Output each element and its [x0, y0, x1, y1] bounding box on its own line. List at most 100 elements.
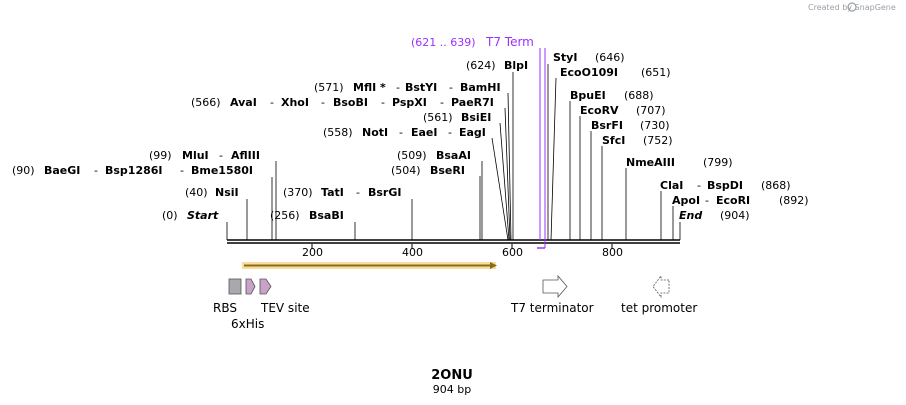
site-name: Bme1580I — [191, 164, 253, 177]
svg-text:-: - — [381, 96, 385, 109]
svg-text:-: - — [94, 164, 98, 177]
site-name: BpuEI — [570, 89, 606, 102]
site-name: SfcI — [602, 134, 625, 147]
feature-label: 6xHis — [231, 317, 264, 331]
site-name: BamHI — [460, 81, 501, 94]
svg-text:-: - — [396, 81, 400, 94]
dna-backbone — [227, 239, 680, 244]
site-name: BsoBI — [333, 96, 368, 109]
site-name: PspXI — [392, 96, 427, 109]
svg-text:-: - — [356, 186, 360, 199]
site-pos: (558) — [323, 126, 353, 139]
plasmid-length: 904 bp — [433, 383, 471, 396]
svg-text:-: - — [705, 194, 709, 207]
site-pos: (256) — [270, 209, 300, 222]
t7-term-marker — [537, 48, 546, 249]
site-name: BsiEI — [461, 111, 491, 124]
site-name: BspDI — [707, 179, 743, 192]
site-name: EcoRV — [580, 104, 619, 117]
t7-terminator-feature[interactable] — [542, 274, 568, 299]
site-pos: (509) — [397, 149, 427, 162]
svg-text:-: - — [180, 164, 184, 177]
svg-text:-: - — [448, 126, 452, 139]
svg-text:-: - — [440, 96, 444, 109]
site-name: EaeI — [411, 126, 438, 139]
site-pos: (688) — [624, 89, 654, 102]
site-name: NotI — [362, 126, 388, 139]
site-pos: (566) — [191, 96, 221, 109]
plasmid-name: 2ONU — [431, 368, 473, 383]
feature-label: TEV site — [260, 301, 310, 315]
site-name: PaeR7I — [451, 96, 494, 109]
site-pos: (624) — [466, 59, 496, 72]
site-pos: (799) — [703, 156, 733, 169]
rbs-feature[interactable] — [228, 278, 242, 295]
svg-text:-: - — [219, 149, 223, 162]
site-name: BsrFI — [591, 119, 623, 132]
feature-label: RBS — [213, 301, 237, 315]
site-pos: (561) — [423, 111, 453, 124]
site-pos: (892) — [779, 194, 809, 207]
site-name: ClaI — [660, 179, 683, 192]
site-name: StyI — [553, 51, 577, 64]
site-pos: (707) — [636, 104, 666, 117]
site-name: EcoO109I — [560, 66, 618, 79]
site-name: AvaI — [230, 96, 257, 109]
tet-promoter-feature[interactable] — [652, 274, 670, 299]
site-pos: (0) — [162, 209, 178, 222]
t7-term-name: T7 Term — [485, 35, 534, 49]
feature-label: T7 terminator — [510, 301, 594, 315]
site-name: ApoI — [672, 194, 700, 207]
site-name: TatI — [321, 186, 344, 199]
site-name: End — [679, 209, 702, 222]
svg-text:-: - — [697, 179, 701, 192]
scale-tick: 600 — [502, 246, 523, 259]
svg-text:-: - — [270, 96, 274, 109]
site-name: EagI — [459, 126, 486, 139]
site-name: BlpI — [504, 59, 528, 72]
site-pos: (646) — [595, 51, 625, 64]
site-pos: (752) — [643, 134, 673, 147]
site-name: MflI * — [353, 81, 386, 94]
feature-label: tet promoter — [621, 301, 697, 315]
site-name: EcoRI — [716, 194, 750, 207]
site-name: BsaAI — [436, 149, 471, 162]
site-name: BseRI — [430, 164, 465, 177]
scale-ruler: 200 400 600 800 — [302, 244, 623, 259]
site-pos: (40) — [185, 186, 208, 199]
scale-tick: 400 — [402, 246, 423, 259]
his-tag-feature[interactable] — [245, 278, 256, 295]
scale-tick: 800 — [602, 246, 623, 259]
site-pos: (571) — [314, 81, 344, 94]
site-pos: (730) — [640, 119, 670, 132]
site-name: XhoI — [281, 96, 309, 109]
site-name: BaeGI — [44, 164, 80, 177]
site-name: Bsp1286I — [105, 164, 163, 177]
site-pos: (90) — [12, 164, 35, 177]
snapgene-credit: Created by SnapGene — [808, 3, 896, 12]
site-pos: (651) — [641, 66, 671, 79]
t7-term-range: (621 .. 639) — [411, 36, 476, 49]
site-name: NmeAIII — [626, 156, 675, 169]
site-name: BsaBI — [309, 209, 344, 222]
site-name: MluI — [182, 149, 209, 162]
site-pos: (904) — [720, 209, 750, 222]
site-pos: (370) — [283, 186, 313, 199]
site-pos: (99) — [149, 149, 172, 162]
tev-site-feature[interactable] — [259, 278, 272, 295]
snapgene-logo-icon — [847, 2, 857, 12]
site-name: NsiI — [215, 186, 239, 199]
site-name: Start — [187, 209, 219, 222]
svg-text:-: - — [399, 126, 403, 139]
site-marker-lines — [226, 64, 681, 241]
svg-text:-: - — [449, 81, 453, 94]
site-name: AflIII — [231, 149, 260, 162]
site-name: BstYI — [405, 81, 437, 94]
svg-text:-: - — [321, 96, 325, 109]
site-pos: (868) — [761, 179, 791, 192]
scale-tick: 200 — [302, 246, 323, 259]
orf-arrow[interactable] — [242, 262, 497, 269]
site-name: BsrGI — [368, 186, 401, 199]
site-pos: (504) — [391, 164, 421, 177]
